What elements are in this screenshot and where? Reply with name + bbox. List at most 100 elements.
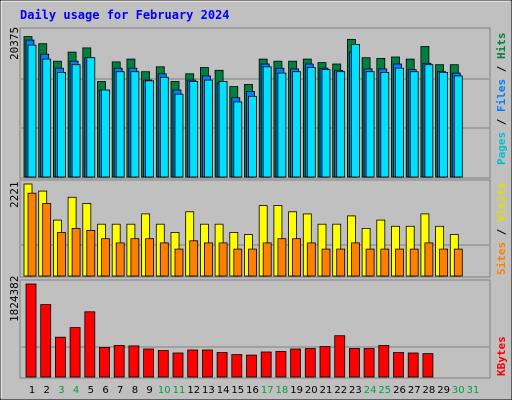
x-axis-labels: 1 2 3 4 5 6 7 8 9 10 11 12 13 14 15 16 17 18 19 20 21 22 23 24 2… (29, 385, 480, 396)
kbytes-bar (407, 352, 419, 378)
x-axis-day-label: 15 (231, 385, 244, 396)
x-axis-day-label: 27 (408, 385, 421, 396)
pages-bar (395, 67, 404, 178)
svg-text:Sites / Visits: Sites / Visits (495, 182, 508, 275)
pages-bar (189, 81, 199, 178)
x-axis-day-label: 25 (378, 385, 391, 396)
kbytes-bar (143, 348, 155, 378)
sites-bar (277, 238, 287, 277)
svg-text:KBytes: KBytes (495, 336, 508, 376)
sites-bar (115, 242, 125, 277)
sites-bar (380, 248, 390, 277)
legend-sites: Sites (495, 242, 508, 275)
kbytes-bar (319, 345, 331, 378)
sites-bar (453, 248, 463, 277)
sites-bar (321, 248, 331, 277)
pages-bar (101, 89, 110, 178)
kbytes-bar (113, 344, 125, 378)
kbytes-bar (275, 351, 287, 378)
pages-bar (380, 72, 390, 178)
pages-bar (57, 72, 66, 178)
visits-ymax-label: 2221 (8, 182, 21, 209)
kbytes-bar (378, 344, 390, 378)
kbytes-bar (348, 348, 360, 378)
sites-bar (42, 203, 52, 277)
kbytes-bar (363, 348, 375, 378)
x-axis-day-label: 23 (349, 385, 362, 396)
sites-bar (306, 242, 316, 277)
kbytes-bar (69, 327, 81, 378)
legend-kbytes: KBytes (495, 336, 508, 376)
sites-bar (174, 248, 184, 277)
x-axis-day-label: 19 (290, 385, 303, 396)
sites-bar (145, 238, 155, 277)
sites-bar (336, 248, 346, 277)
x-axis-day-label: 5 (88, 385, 94, 396)
sites-bar (189, 240, 199, 277)
sites-bar (395, 248, 404, 277)
sites-bar (365, 248, 375, 277)
sites-bar (439, 248, 449, 277)
kbytes-bar (55, 336, 66, 378)
chart-title: Daily usage for February 2024 (20, 8, 230, 22)
pages-bar (218, 81, 228, 178)
pages-bar (42, 58, 52, 178)
x-axis-day-label: 3 (58, 385, 64, 396)
pages-bar (130, 71, 140, 178)
x-axis-day-label: 26 (393, 385, 406, 396)
pages-bar (292, 71, 302, 178)
sites-bar (57, 232, 66, 277)
pages-bar (86, 57, 96, 178)
x-axis-day-label: 31 (467, 385, 480, 396)
sites-bar (27, 192, 37, 277)
kbytes-bar (157, 350, 169, 378)
kbytes-bar (172, 352, 184, 378)
legend-visits: Visits (495, 182, 508, 222)
kbytes-bar (422, 353, 434, 378)
legend-hits: Hits (495, 33, 508, 60)
kbytes-bar (99, 346, 110, 378)
kbytes-bar (246, 354, 257, 378)
x-axis-day-label: 9 (146, 385, 152, 396)
sites-bar (233, 248, 243, 277)
kbytes-bar (290, 348, 302, 378)
pages-bar (350, 44, 360, 178)
kbytes-bar (304, 348, 316, 378)
pages-bar (27, 44, 37, 178)
x-axis-day-label: 11 (173, 385, 186, 396)
kbytes-bar (25, 283, 37, 378)
pages-bar (203, 79, 213, 178)
pages-bar (233, 101, 243, 178)
sites-bar (350, 242, 360, 277)
sites-bar (130, 238, 140, 277)
hits-legend: Pages / Files / Hits (495, 33, 508, 166)
sites-bar (218, 242, 228, 277)
pages-bar (336, 71, 346, 178)
sites-bar (262, 242, 272, 277)
pages-bar (71, 64, 81, 178)
visits-legend: Sites / Visits (495, 182, 508, 275)
kbytes-bar (84, 311, 96, 378)
legend-separator: / (495, 118, 508, 125)
x-axis-day-label: 30 (452, 385, 465, 396)
kbytes-legend: KBytes (495, 336, 508, 376)
legend-separator: / (495, 65, 508, 72)
x-axis-day-label: 12 (187, 385, 200, 396)
pages-bar (306, 67, 316, 178)
kbytes-bar (40, 304, 52, 378)
bars-layer (21, 36, 489, 378)
x-axis-day-label: 22 (334, 385, 347, 396)
pages-bar (439, 72, 449, 178)
pages-bar (424, 64, 434, 178)
kbytes-bar (216, 352, 228, 378)
x-axis-day-label: 29 (437, 385, 450, 396)
legend-files: Files (495, 79, 508, 112)
x-axis-day-label: 6 (102, 385, 108, 396)
legend-separator: / (495, 228, 508, 235)
x-axis-day-label: 21 (320, 385, 333, 396)
sites-bar (409, 248, 419, 277)
kbytes-bar (231, 354, 243, 378)
x-axis-day-label: 28 (423, 385, 436, 396)
x-axis-day-label: 18 (276, 385, 289, 396)
legend-pages: Pages (495, 132, 508, 165)
